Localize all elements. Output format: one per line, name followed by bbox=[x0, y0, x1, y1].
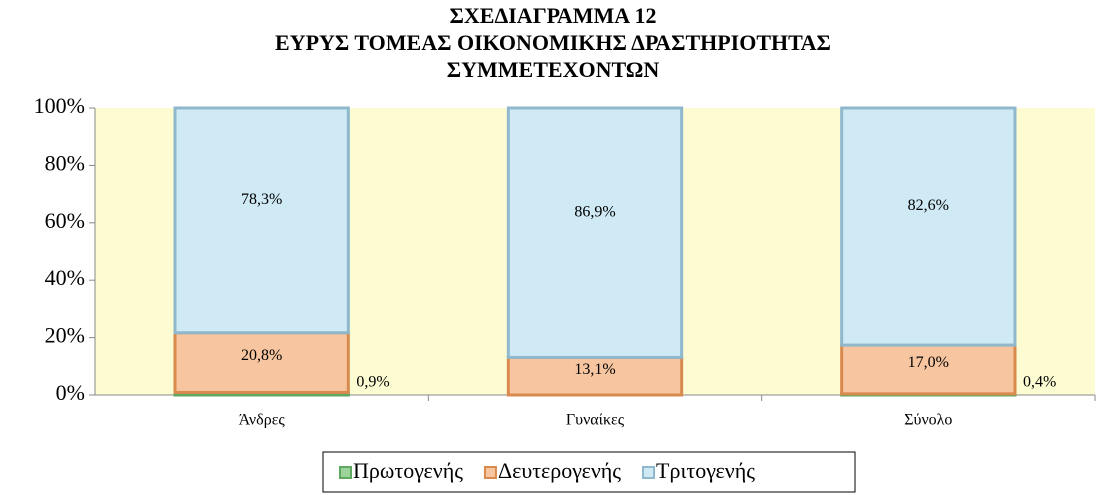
value-label: 86,9% bbox=[574, 203, 615, 220]
x-tick-label: Σύνολο bbox=[904, 412, 952, 429]
bar-segment bbox=[173, 106, 350, 335]
value-label: 0,9% bbox=[356, 374, 389, 391]
y-tick-label: 80% bbox=[45, 150, 85, 175]
bar-segment bbox=[840, 106, 1017, 347]
y-tick-label: 100% bbox=[34, 93, 85, 118]
chart-title: ΣΧΕΔΙΑΓΡΑΜΜΑ 12 bbox=[450, 3, 657, 28]
legend-label: Πρωτογενής bbox=[353, 458, 463, 483]
legend: Πρωτογενής Δευτερογενής Τριτογενής bbox=[322, 451, 856, 493]
value-label: 20,8% bbox=[241, 347, 282, 364]
legend-swatch bbox=[339, 466, 352, 479]
y-tick-label: 20% bbox=[45, 323, 85, 348]
y-tick-label: 0% bbox=[56, 380, 85, 405]
value-label: 13,1% bbox=[574, 361, 615, 378]
value-label: 82,6% bbox=[908, 197, 949, 214]
x-tick-label: Γυναίκες bbox=[566, 412, 625, 429]
legend-box bbox=[322, 451, 856, 493]
chart-title: ΕΥΡΥΣ ΤΟΜΕΑΣ ΟΙΚΟΝΟΜΙΚΗΣ ΔΡΑΣΤΗΡΙΟΤΗΤΑΣ bbox=[275, 30, 831, 55]
chart-title: ΣΥΜΜΕΤΕΧΟΝΤΩΝ bbox=[447, 57, 660, 82]
bar-segment bbox=[506, 106, 684, 359]
legend-swatch bbox=[483, 466, 497, 479]
bar-segment bbox=[840, 343, 1017, 396]
x-tick-label: Άνδρες bbox=[239, 412, 286, 429]
legend-label: Δευτερογενής bbox=[498, 458, 621, 483]
legend-label: Τριτογενής bbox=[656, 458, 755, 483]
legend-swatch bbox=[642, 466, 656, 479]
value-label: 78,3% bbox=[241, 191, 282, 208]
y-tick-label: 60% bbox=[45, 208, 85, 233]
value-label: 0,4% bbox=[1023, 374, 1056, 391]
y-tick-label: 40% bbox=[45, 265, 85, 290]
value-label: 17,0% bbox=[908, 354, 949, 371]
